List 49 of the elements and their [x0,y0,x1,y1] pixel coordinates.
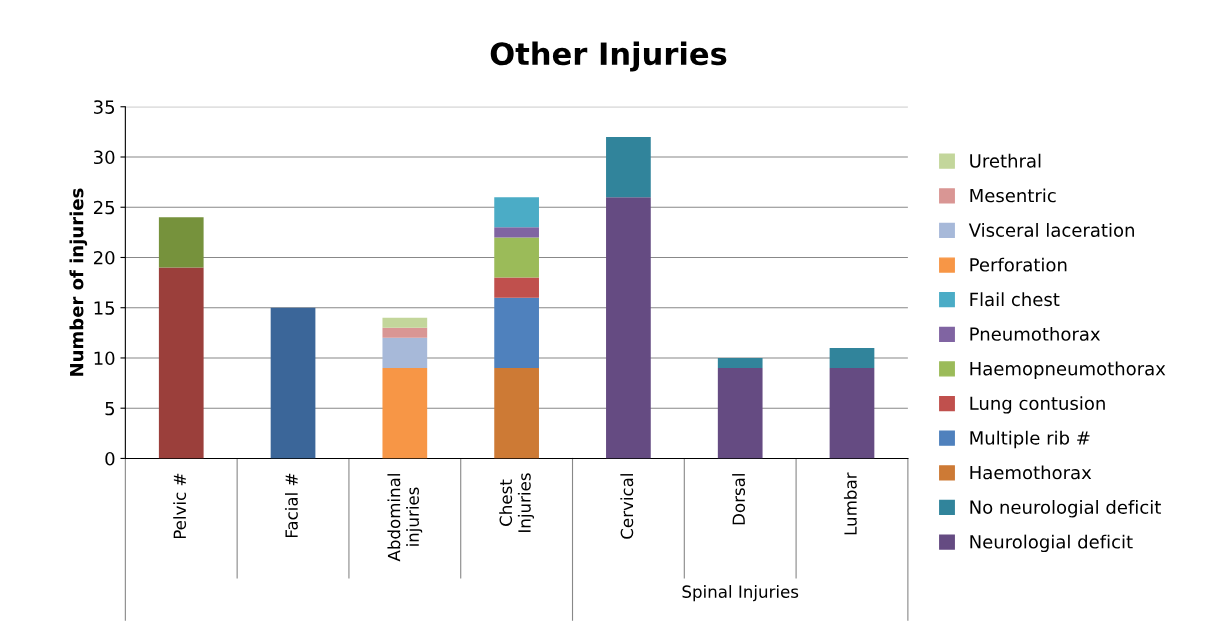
bar [717,368,763,459]
y-tick-label: 15 [94,301,115,315]
x-tick-label: Abdominal injuries [387,474,423,562]
legend-label: Pneumothorax [970,326,1101,341]
legend-label: Lung contusion [970,396,1105,414]
x-tick-label: Facial # [284,473,298,538]
legend-label: Flail chest [970,292,1060,307]
bar [494,277,539,298]
legend-label: Neurologial deficit [970,534,1133,553]
x-tick-label: Pelvic # [173,473,187,539]
bar [158,217,204,268]
bar [494,237,539,278]
bar [494,368,539,459]
legend-label: No neurologial deficit [970,500,1161,518]
legend-label: Multiple rib # [970,430,1090,449]
legend-label: Haemopneumothorax [970,361,1166,379]
y-tick-label: 20 [93,250,115,265]
y-tick-label: 10 [94,351,115,366]
y-tick-label: 30 [94,150,115,165]
y-axis-title: Number of injuries [69,188,88,376]
bar [606,197,651,459]
x-tick-label: Chest Injuries [499,473,535,532]
bar [829,368,875,459]
bar [382,337,428,369]
bar [494,197,539,228]
chart-title: Other Injuries [490,41,727,72]
bar [494,297,539,369]
y-tick-label: 25 [93,200,115,215]
bar [717,357,763,369]
y-tick-label: 5 [105,401,115,416]
legend-label: Perforation [970,257,1067,272]
legend-label: Visceral laceration [968,223,1134,237]
legend-label: Mesentric [970,188,1056,203]
bar [158,267,204,459]
legend-label: Urethral [970,153,1041,168]
bar [494,227,539,238]
bar [382,327,428,338]
legend-label: Haemothorax [970,465,1092,480]
bar [829,347,875,369]
text: Spinal Injuries [682,585,799,602]
bar [382,317,428,328]
bar [270,307,316,459]
y-tick-label: 0 [105,451,115,466]
y-tick-label: 35 [94,100,115,114]
x-tick-label: Cervical [620,474,634,539]
bar [382,368,428,459]
bar [606,136,651,198]
x-tick-label: Lumbar [843,472,857,535]
x-tick-label: Dorsal [732,474,746,525]
